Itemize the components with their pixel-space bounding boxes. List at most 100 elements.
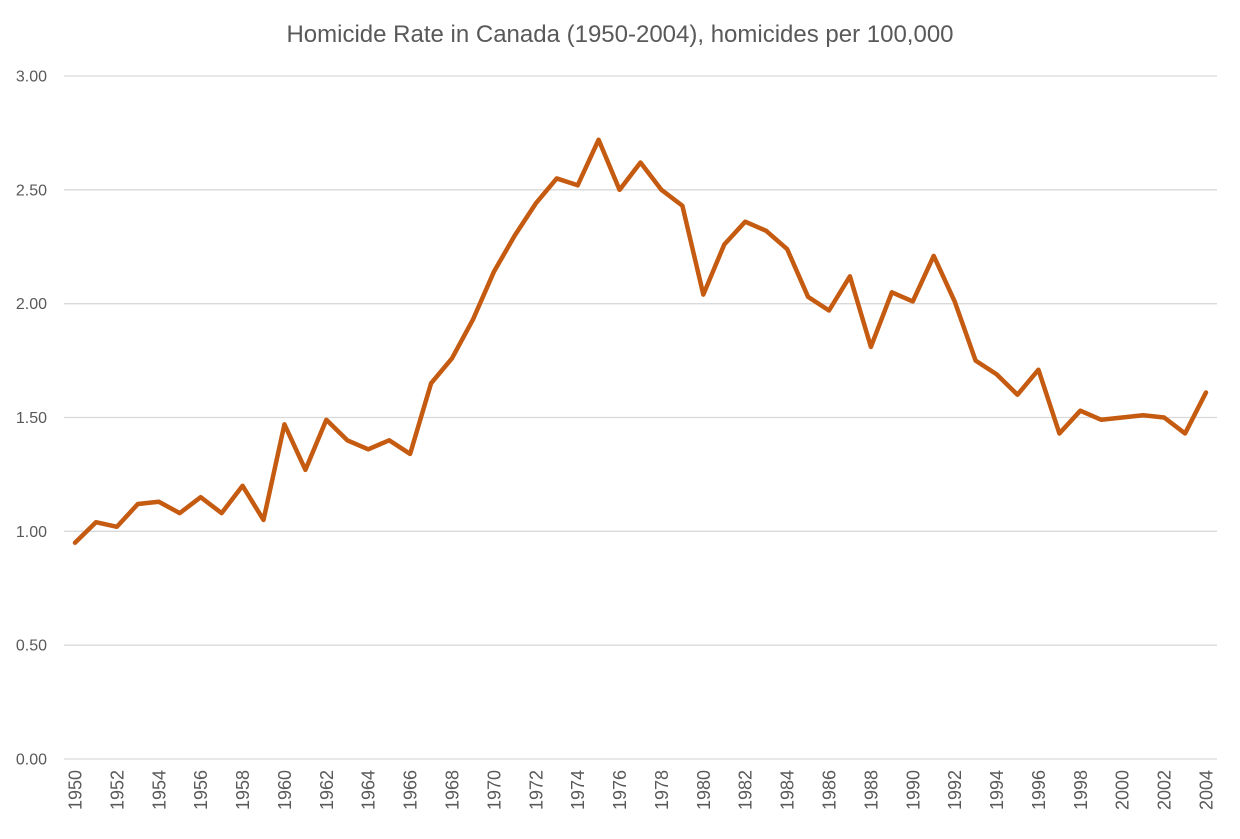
- data-point: [743, 220, 747, 224]
- x-tick-label-group: 1984: [778, 770, 798, 810]
- data-point: [1183, 431, 1187, 435]
- x-tick-label-group: 1962: [317, 770, 337, 810]
- y-tick-label: 2.00: [16, 296, 47, 313]
- x-tick-label: 1972: [526, 770, 546, 810]
- series-line: [72, 137, 1209, 545]
- x-tick-label: 1950: [66, 770, 86, 810]
- data-point: [345, 438, 349, 442]
- x-tick-label-group: 1986: [820, 770, 840, 810]
- data-point: [408, 452, 412, 456]
- data-point: [659, 188, 663, 192]
- x-tick-label-group: 1960: [275, 770, 295, 810]
- data-point: [136, 502, 140, 506]
- data-point: [94, 520, 98, 524]
- series-layer: [72, 137, 1209, 545]
- x-tick-label: 1970: [484, 770, 504, 810]
- data-point: [1015, 393, 1019, 397]
- data-point: [534, 201, 538, 205]
- data-point: [596, 138, 600, 142]
- y-tick-label: 0.50: [16, 638, 47, 655]
- data-point: [1099, 418, 1103, 422]
- data-point: [324, 418, 328, 422]
- data-point: [1162, 415, 1166, 419]
- data-point: [722, 242, 726, 246]
- x-tick-label-group: 2002: [1155, 770, 1175, 810]
- y-tick-label: 0.00: [16, 752, 47, 769]
- data-point: [261, 518, 265, 522]
- y-tick-label: 1.50: [16, 410, 47, 427]
- x-tick-label-group: 1950: [66, 770, 86, 810]
- x-tick-label-group: 1990: [903, 770, 923, 810]
- x-tick-label-group: 1998: [1071, 770, 1091, 810]
- x-tick-label-group: 1988: [861, 770, 881, 810]
- x-tick-label-group: 1978: [652, 770, 672, 810]
- data-point: [1057, 431, 1061, 435]
- data-point: [555, 176, 559, 180]
- data-point: [513, 233, 517, 237]
- data-point: [240, 484, 244, 488]
- x-tick-label: 1994: [987, 770, 1007, 810]
- data-point: [701, 292, 705, 296]
- data-point: [429, 381, 433, 385]
- data-point: [911, 299, 915, 303]
- x-tick-label-group: 1980: [694, 770, 714, 810]
- data-point: [303, 468, 307, 472]
- chart-title: Homicide Rate in Canada (1950-2004), hom…: [286, 21, 953, 48]
- x-tick-label-group: 1996: [1029, 770, 1049, 810]
- data-point: [932, 254, 936, 258]
- x-tick-label: 1986: [820, 770, 840, 810]
- x-tick-label: 1976: [610, 770, 630, 810]
- x-tick-label-group: 1964: [359, 770, 379, 810]
- x-tick-label: 1992: [945, 770, 965, 810]
- x-tick-label: 1964: [359, 770, 379, 810]
- data-point: [764, 229, 768, 233]
- x-tick-label: 1978: [652, 770, 672, 810]
- x-axis: 1950 1952 1954 1956 1958 1960 1962 1964 1966 1968…: [66, 770, 1217, 810]
- data-point: [157, 500, 161, 504]
- x-tick-label: 1998: [1071, 770, 1091, 810]
- data-point: [1141, 413, 1145, 417]
- x-tick-label: 1982: [736, 770, 756, 810]
- data-point: [73, 541, 77, 545]
- data-point: [450, 356, 454, 360]
- x-tick-label-group: 1982: [736, 770, 756, 810]
- x-tick-label-group: 2000: [1113, 770, 1133, 810]
- x-tick-label: 1996: [1029, 770, 1049, 810]
- x-tick-label-group: 1966: [401, 770, 421, 810]
- data-point: [178, 511, 182, 515]
- data-point: [575, 183, 579, 187]
- data-point: [198, 495, 202, 499]
- x-tick-label: 2004: [1197, 770, 1217, 810]
- x-tick-label-group: 1994: [987, 770, 1007, 810]
- x-tick-label: 1960: [275, 770, 295, 810]
- x-tick-label-group: 1992: [945, 770, 965, 810]
- x-tick-label-group: 1976: [610, 770, 630, 810]
- data-point: [471, 317, 475, 321]
- gridlines: [64, 75, 1217, 760]
- data-point: [1036, 367, 1040, 371]
- x-tick-label-group: 1974: [568, 770, 588, 810]
- x-tick-label-group: 1970: [484, 770, 504, 810]
- x-tick-label: 2002: [1155, 770, 1175, 810]
- data-point: [952, 299, 956, 303]
- y-tick-label: 2.50: [16, 182, 47, 199]
- x-tick-label: 1954: [149, 770, 169, 810]
- x-tick-label-group: 1952: [107, 770, 127, 810]
- data-point: [366, 447, 370, 451]
- x-tick-label: 2000: [1113, 770, 1133, 810]
- data-point: [1078, 408, 1082, 412]
- x-tick-label-group: 2004: [1197, 770, 1217, 810]
- x-tick-label: 1956: [191, 770, 211, 810]
- x-tick-label: 1984: [778, 770, 798, 810]
- data-point: [680, 204, 684, 208]
- data-point: [115, 525, 119, 529]
- data-point: [994, 372, 998, 376]
- data-point: [282, 422, 286, 426]
- x-tick-label-group: 1954: [149, 770, 169, 810]
- x-tick-label: 1988: [861, 770, 881, 810]
- x-tick-label: 1974: [568, 770, 588, 810]
- x-tick-label-group: 1956: [191, 770, 211, 810]
- data-point: [638, 160, 642, 164]
- x-tick-label: 1980: [694, 770, 714, 810]
